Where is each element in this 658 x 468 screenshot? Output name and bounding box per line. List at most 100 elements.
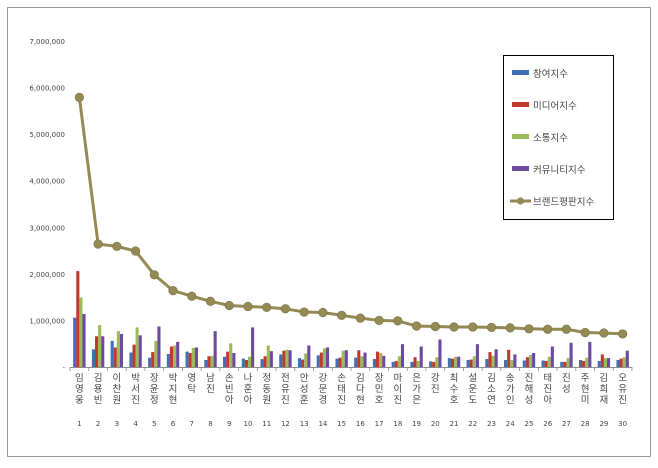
bar bbox=[432, 361, 436, 367]
bar bbox=[616, 360, 620, 367]
bar bbox=[416, 360, 420, 367]
x-category-label-char: 장 bbox=[375, 373, 384, 384]
x-rank-label: 16 bbox=[356, 420, 365, 428]
x-category-label-char: 원 bbox=[262, 395, 271, 406]
line-point bbox=[524, 324, 534, 334]
x-category-label-char: 이 bbox=[393, 384, 402, 395]
bar bbox=[379, 353, 383, 367]
y-tick-label: 4,000,000 bbox=[29, 178, 65, 186]
bar bbox=[413, 357, 417, 367]
x-category-label-char: 진 bbox=[131, 395, 140, 406]
bar bbox=[316, 355, 320, 367]
y-tick-label: - bbox=[62, 364, 65, 372]
y-tick-label: 5,000,000 bbox=[29, 131, 65, 139]
x-category-label-char: 나 bbox=[244, 373, 253, 384]
bar bbox=[507, 349, 511, 367]
line-point bbox=[337, 310, 347, 320]
legend-label: 미디어지수 bbox=[533, 101, 577, 112]
bar bbox=[98, 325, 102, 367]
bar bbox=[528, 354, 533, 367]
x-category-label-char: 현 bbox=[581, 384, 590, 395]
x-category-label-char: 가 bbox=[412, 384, 421, 395]
x-rank-label: 17 bbox=[375, 420, 384, 428]
x-category-label-char: 영 bbox=[187, 373, 196, 384]
x-rank-label: 23 bbox=[487, 420, 496, 428]
legend-swatch-marker bbox=[516, 197, 525, 205]
bar bbox=[129, 352, 133, 367]
x-category-label-char: 동 bbox=[262, 384, 271, 395]
line-point bbox=[468, 322, 478, 332]
bar bbox=[622, 357, 626, 367]
bar bbox=[176, 341, 180, 367]
line-point bbox=[205, 296, 216, 306]
bar bbox=[73, 317, 77, 367]
bar bbox=[79, 297, 83, 367]
x-category-label-char: 태 bbox=[543, 373, 552, 384]
line-point bbox=[168, 286, 178, 296]
x-category-label-char: 정 bbox=[262, 373, 271, 384]
x-rank-label: 1 bbox=[77, 420, 81, 428]
y-tick-label: 2,000,000 bbox=[29, 271, 65, 279]
bar bbox=[363, 352, 367, 367]
bar bbox=[382, 355, 386, 367]
x-category-label-char: 진 bbox=[281, 395, 290, 406]
bar bbox=[335, 358, 339, 367]
x-category-label-char: 성 bbox=[525, 395, 534, 406]
line-point bbox=[393, 316, 403, 326]
bar bbox=[207, 356, 211, 367]
bar bbox=[135, 327, 139, 367]
bar bbox=[525, 357, 529, 367]
y-tick-label: 6,000,000 bbox=[29, 85, 65, 93]
x-category-label-char: 오 bbox=[618, 373, 627, 384]
y-tick-label: 7,000,000 bbox=[29, 38, 65, 46]
bar bbox=[229, 343, 233, 367]
x-category-label-char: 호 bbox=[375, 395, 384, 406]
x-category-label-char: 웅 bbox=[75, 395, 84, 406]
x-category-label-char: 김 bbox=[600, 372, 609, 384]
bar bbox=[151, 352, 155, 367]
x-rank-label: 24 bbox=[506, 420, 515, 428]
bar bbox=[251, 327, 255, 367]
x-category-label-char: 연 bbox=[487, 395, 496, 406]
line-point bbox=[411, 321, 422, 331]
x-category-label-char: 임 bbox=[75, 372, 84, 384]
bar bbox=[429, 361, 433, 367]
x-rank-label: 5 bbox=[152, 420, 156, 428]
bar bbox=[588, 341, 592, 367]
x-category-label-char: 용 bbox=[94, 384, 103, 395]
bar bbox=[213, 331, 217, 367]
y-tick-label: 3,000,000 bbox=[29, 224, 65, 232]
x-category-label-char: 경 bbox=[319, 394, 328, 406]
x-rank-label: 8 bbox=[208, 420, 212, 428]
x-category-label-char: 진 bbox=[618, 395, 627, 406]
bar bbox=[488, 352, 492, 367]
x-rank-label: 4 bbox=[133, 420, 138, 428]
x-category-label-char: 문 bbox=[319, 384, 328, 395]
bar bbox=[266, 345, 270, 367]
bar bbox=[603, 358, 607, 367]
legend-label: 커뮤니티지수 bbox=[533, 165, 586, 176]
legend-swatch bbox=[512, 70, 529, 75]
bar bbox=[232, 353, 236, 367]
line-point bbox=[243, 301, 253, 312]
line-point bbox=[618, 329, 628, 339]
bar bbox=[582, 360, 586, 367]
x-category-label-char: 아 bbox=[244, 395, 253, 406]
line-point bbox=[486, 322, 497, 333]
x-category-label-char: 호 bbox=[450, 395, 459, 406]
x-category-label-char: 이 bbox=[112, 373, 121, 384]
x-rank-label: 7 bbox=[190, 420, 194, 428]
line-point bbox=[543, 324, 553, 334]
x-category-label-char: 손 bbox=[337, 373, 346, 384]
bar bbox=[169, 346, 174, 367]
bar bbox=[391, 361, 395, 367]
x-rank-label: 12 bbox=[281, 420, 290, 428]
bar bbox=[544, 360, 548, 367]
bar bbox=[241, 358, 245, 367]
bar bbox=[288, 350, 292, 367]
bar bbox=[223, 356, 227, 367]
x-category-label-char: 찬 bbox=[112, 384, 121, 395]
x-category-label-char: 미 bbox=[581, 395, 590, 406]
x-category-label-char: 설 bbox=[468, 373, 477, 384]
